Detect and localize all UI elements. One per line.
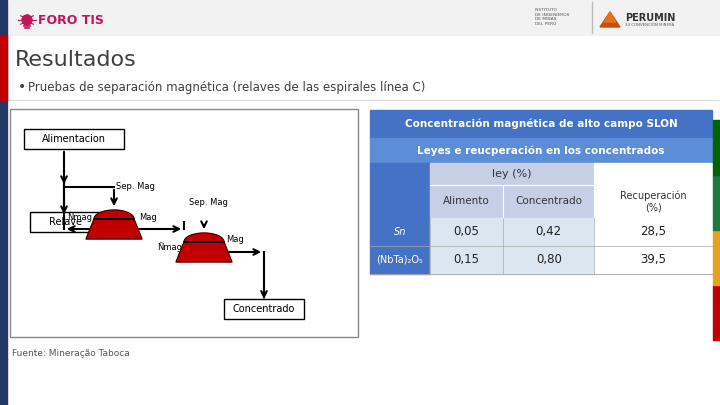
Bar bbox=[430, 246, 503, 274]
Text: PERUMIN: PERUMIN bbox=[625, 13, 675, 23]
Polygon shape bbox=[176, 242, 232, 262]
Text: Relave: Relave bbox=[48, 217, 81, 227]
Bar bbox=[713, 230, 720, 285]
Bar bbox=[713, 120, 720, 175]
Text: Sep. Mag: Sep. Mag bbox=[189, 198, 228, 207]
Text: Concentrado: Concentrado bbox=[233, 304, 295, 314]
Text: 39,5: 39,5 bbox=[640, 254, 666, 266]
Text: 0,42: 0,42 bbox=[536, 226, 562, 239]
Bar bbox=[594, 185, 712, 218]
Text: Alimentacion: Alimentacion bbox=[42, 134, 106, 144]
Text: Sn: Sn bbox=[394, 227, 406, 237]
Text: Pruebas de separación magnética (relaves de las espirales línea C): Pruebas de separación magnética (relaves… bbox=[28, 81, 426, 94]
Text: 34 CONVENCIÓN MINERA: 34 CONVENCIÓN MINERA bbox=[625, 23, 674, 27]
Polygon shape bbox=[184, 233, 224, 242]
Bar bbox=[713, 175, 720, 230]
Bar bbox=[594, 218, 712, 246]
Bar bbox=[370, 185, 430, 218]
Text: Alimento: Alimento bbox=[444, 196, 490, 207]
Text: Recuperación
(%): Recuperación (%) bbox=[620, 190, 686, 213]
Text: Ñmag: Ñmag bbox=[67, 212, 92, 222]
Bar bbox=[370, 246, 430, 274]
Bar bbox=[594, 246, 712, 274]
Bar bbox=[0, 35, 7, 100]
Text: 28,5: 28,5 bbox=[640, 226, 666, 239]
Bar bbox=[370, 138, 712, 163]
Text: 0,80: 0,80 bbox=[536, 254, 562, 266]
Text: Concentración magnética de alto campo SLON: Concentración magnética de alto campo SL… bbox=[405, 119, 678, 129]
Text: Mag: Mag bbox=[226, 235, 244, 245]
Text: Concentrado: Concentrado bbox=[516, 196, 582, 207]
Bar bbox=[7, 0, 720, 35]
Bar bbox=[503, 218, 594, 246]
Text: •: • bbox=[18, 80, 26, 94]
Bar bbox=[370, 163, 430, 185]
Text: 0,05: 0,05 bbox=[454, 226, 480, 239]
Polygon shape bbox=[94, 210, 134, 219]
Text: Fuente: Mineração Taboca: Fuente: Mineração Taboca bbox=[12, 348, 130, 358]
Text: Sep. Mag: Sep. Mag bbox=[116, 182, 155, 191]
Bar bbox=[10, 109, 358, 337]
Text: FORO TIS: FORO TIS bbox=[38, 13, 104, 26]
Bar bbox=[24, 129, 124, 149]
Bar bbox=[370, 110, 712, 138]
Bar bbox=[430, 218, 503, 246]
Circle shape bbox=[22, 15, 32, 25]
Bar bbox=[370, 218, 430, 246]
Bar bbox=[430, 163, 594, 185]
Bar bbox=[0, 0, 7, 405]
Text: Ñmag: Ñmag bbox=[157, 242, 182, 252]
Bar bbox=[30, 212, 100, 232]
Bar bbox=[594, 163, 712, 185]
Text: 0,15: 0,15 bbox=[454, 254, 480, 266]
Text: Leyes e reucperación en los concentrados: Leyes e reucperación en los concentrados bbox=[418, 145, 665, 156]
Text: ley (%): ley (%) bbox=[492, 169, 531, 179]
Text: (NbTa)₂O₅: (NbTa)₂O₅ bbox=[377, 255, 423, 265]
Text: Resultados: Resultados bbox=[15, 50, 137, 70]
Bar bbox=[713, 285, 720, 340]
Polygon shape bbox=[600, 12, 620, 27]
Bar bbox=[503, 185, 594, 218]
Text: INSTITUTO
DE INGENIEROS
DE MINAS
DEL PERÚ: INSTITUTO DE INGENIEROS DE MINAS DEL PER… bbox=[535, 8, 570, 26]
Text: Mag: Mag bbox=[139, 213, 157, 222]
Bar bbox=[503, 246, 594, 274]
Polygon shape bbox=[86, 219, 142, 239]
Polygon shape bbox=[604, 12, 616, 22]
Bar bbox=[430, 185, 503, 218]
Bar bbox=[224, 299, 304, 319]
